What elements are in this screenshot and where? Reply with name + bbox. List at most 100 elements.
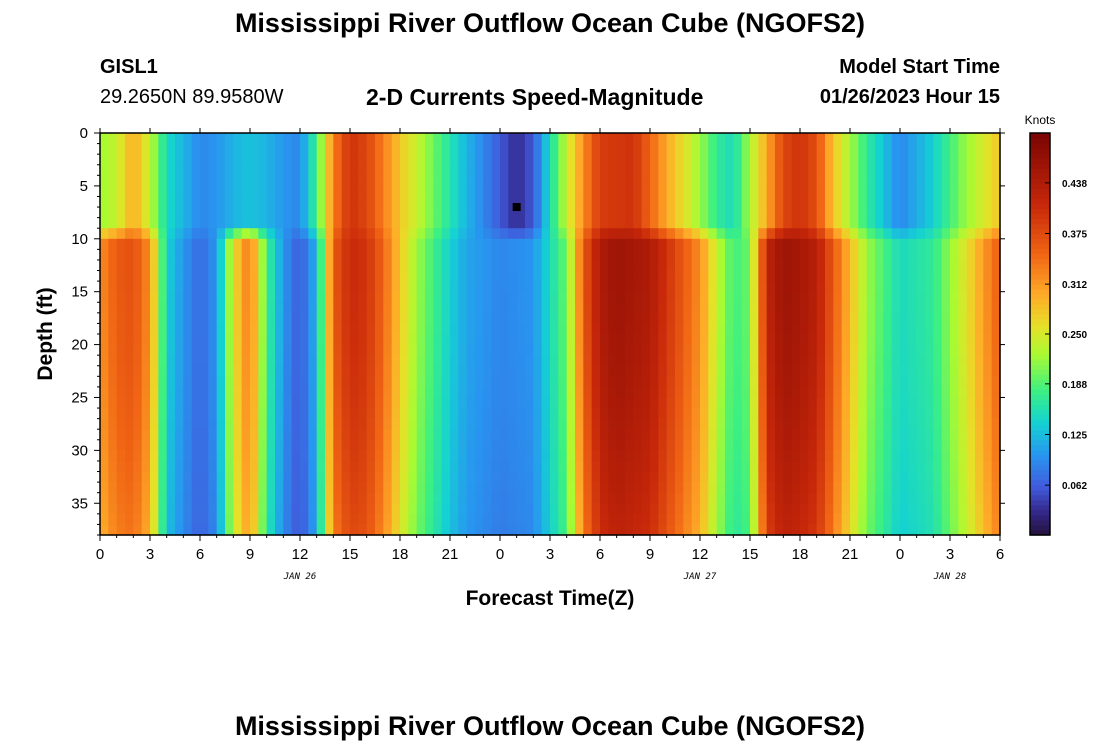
heatmap-cell [233, 281, 243, 293]
heatmap-cell [741, 344, 751, 356]
heatmap-cell [925, 418, 934, 430]
heatmap-cell [350, 397, 359, 409]
heatmap-cell [425, 323, 434, 335]
heatmap-cell [725, 323, 734, 335]
heatmap-cell [675, 196, 684, 208]
heatmap-cell [700, 228, 709, 240]
heatmap-cell [933, 312, 943, 325]
heatmap-cell [216, 270, 226, 282]
heatmap-cell [250, 312, 259, 325]
heatmap-cell [716, 386, 726, 399]
heatmap-cell [400, 143, 409, 155]
heatmap-cell [516, 217, 526, 229]
heatmap-cell [100, 429, 109, 441]
heatmap-cell [916, 270, 926, 282]
heatmap-cell [808, 524, 818, 536]
heatmap-cell [975, 196, 984, 208]
heatmap-cell [575, 249, 584, 261]
heatmap-cell [866, 460, 876, 473]
heatmap-cell [491, 492, 501, 504]
heatmap-cell [600, 312, 609, 325]
heatmap-cell [108, 207, 118, 219]
heatmap-cell [783, 386, 793, 399]
heatmap-cell [908, 524, 918, 536]
heatmap-cell [100, 281, 109, 293]
heatmap-cell [291, 408, 301, 420]
heatmap-cell [441, 154, 451, 166]
heatmap-cell [658, 429, 668, 441]
heatmap-cell [891, 471, 901, 483]
heatmap-cell [233, 196, 243, 208]
heatmap-cell [691, 217, 701, 229]
heatmap-cell [616, 323, 626, 335]
heatmap-cell [366, 291, 376, 303]
heatmap-cell [191, 471, 201, 483]
heatmap-cell [175, 154, 184, 166]
heatmap-cell [300, 249, 309, 261]
heatmap-cell [908, 312, 918, 325]
heatmap-cell [116, 471, 126, 483]
heatmap-cell [766, 355, 776, 367]
heatmap-cell [300, 408, 309, 420]
heatmap-cell [483, 323, 493, 335]
heatmap-cell [400, 217, 409, 229]
heatmap-cell [558, 439, 568, 451]
heatmap-cell [175, 429, 184, 441]
heatmap-cell [775, 365, 784, 377]
heatmap-cell [766, 175, 776, 187]
y-tick-label: 25 [71, 389, 88, 406]
heatmap-cell [791, 408, 801, 420]
heatmap-cell [458, 164, 468, 176]
heatmap-cell [625, 207, 634, 219]
heatmap-cell [541, 249, 551, 261]
heatmap-cell [866, 164, 876, 176]
heatmap-cell [616, 175, 626, 187]
heatmap-cell [166, 217, 176, 229]
station-id: GISL1 [100, 56, 158, 78]
heatmap-cell [450, 397, 459, 409]
heatmap-cell [266, 217, 276, 229]
heatmap-cell [266, 238, 276, 250]
heatmap-cell [508, 344, 518, 356]
y-tick-label: 20 [71, 337, 88, 354]
heatmap-cell [558, 355, 568, 367]
heatmap-cell [108, 429, 118, 441]
heatmap-cell [541, 185, 551, 198]
heatmap-cell [725, 302, 734, 314]
heatmap-cell [250, 196, 259, 208]
heatmap-cell [458, 291, 468, 303]
heatmap-cell [216, 365, 226, 377]
heatmap-cell [316, 460, 326, 473]
heatmap-cell [541, 291, 551, 303]
colorbar-swatch [1030, 283, 1050, 290]
heatmap-cell [891, 524, 901, 536]
heatmap-cell [275, 302, 284, 314]
heatmap-cell [491, 450, 501, 462]
heatmap-cell [208, 133, 218, 145]
heatmap-cell [333, 513, 343, 526]
heatmap-cell [833, 249, 843, 261]
colorbar-tick-label: 0.438 [1062, 179, 1087, 190]
heatmap-cell [708, 196, 718, 208]
heatmap-cell [958, 185, 968, 198]
heatmap-cell [891, 217, 901, 229]
heatmap-cell [400, 365, 409, 377]
heatmap-cell [266, 185, 276, 198]
heatmap-cell [566, 482, 576, 494]
heatmap-cell [941, 270, 951, 282]
heatmap-cell [125, 397, 134, 409]
heatmap-cell [916, 482, 926, 494]
heatmap-cell [516, 513, 526, 526]
heatmap-cell [541, 228, 551, 240]
heatmap-cell [875, 323, 884, 335]
heatmap-cell [766, 482, 776, 494]
heatmap-cell [625, 460, 634, 473]
heatmap-cell [633, 238, 643, 250]
heatmap-cell [941, 249, 951, 261]
heatmap-cell [100, 344, 109, 356]
heatmap-cell [375, 249, 384, 261]
heatmap-cell [816, 281, 826, 293]
heatmap-cell [416, 185, 426, 198]
heatmap-cell [458, 418, 468, 430]
heatmap-cell [491, 503, 501, 515]
